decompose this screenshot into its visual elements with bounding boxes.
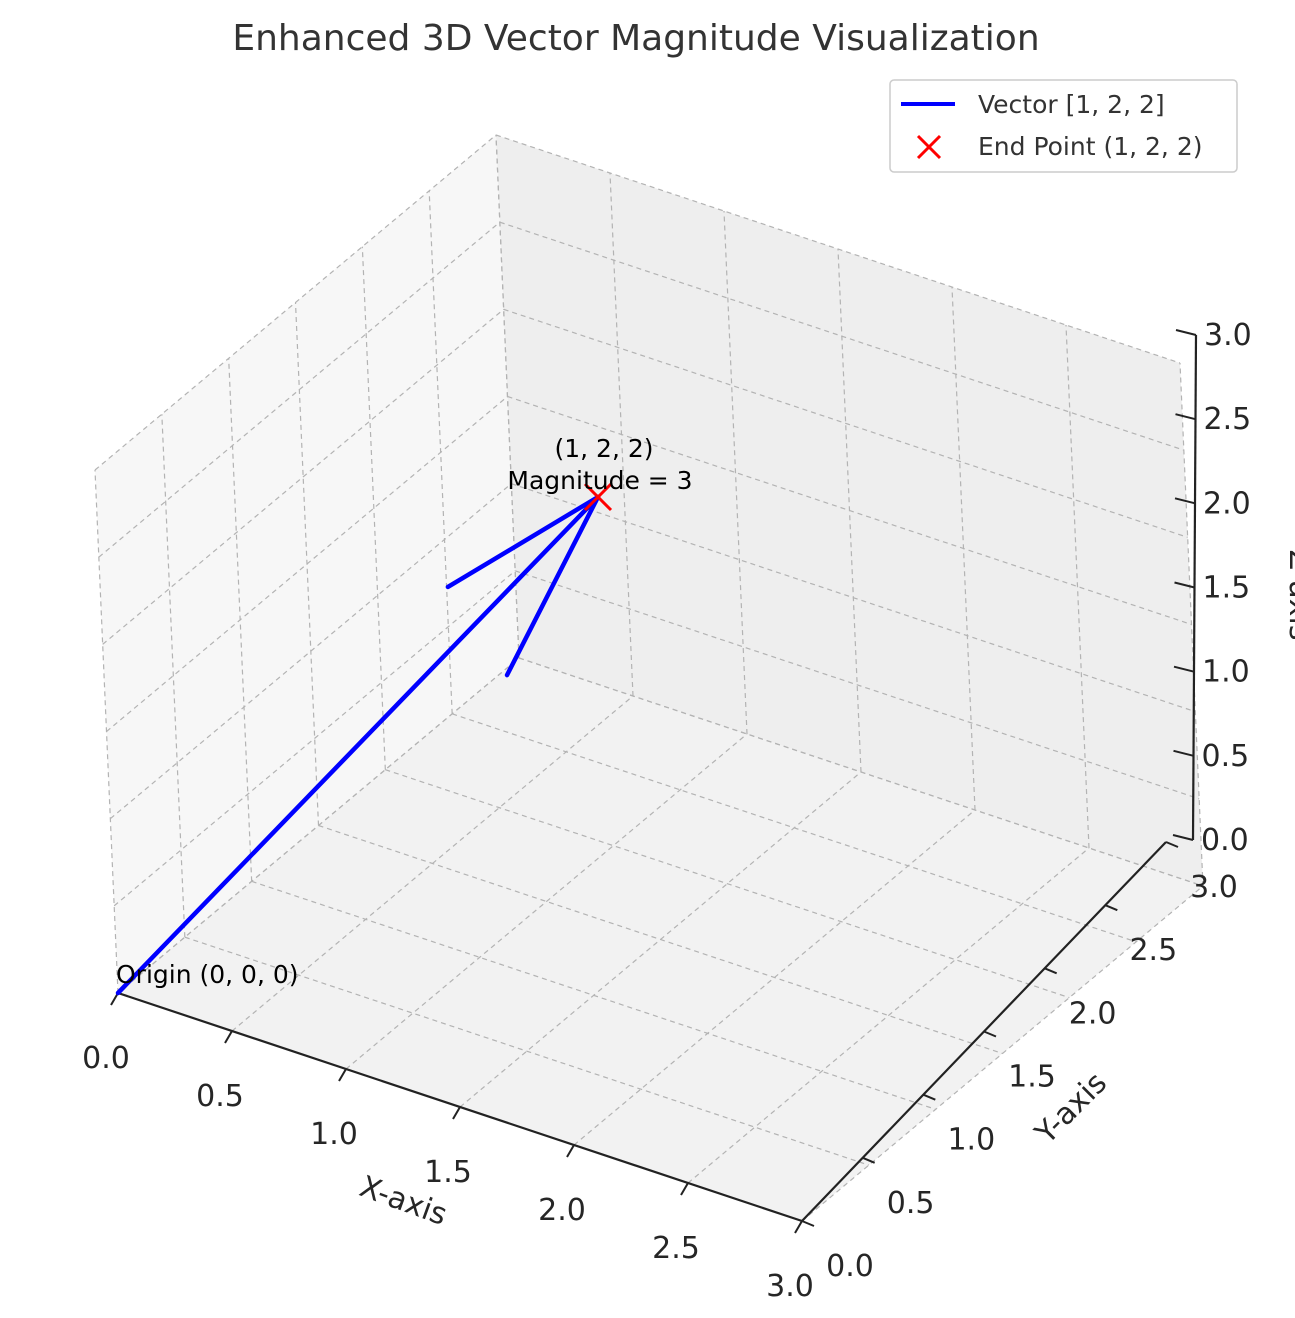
vector-arrowhead-barb-left [504,494,601,678]
floor-gridline-x [345,733,748,1070]
origin-annotation: Origin (0, 0, 0) [116,960,299,989]
z-tick-label: 0.0 [1201,823,1249,858]
y-tick-mark [1044,967,1058,975]
axis-panes [95,135,1203,1221]
back-gridline-z [514,570,1200,800]
y-tick-mark [922,1093,936,1101]
z-tick-mark [1174,497,1196,505]
magnitude-annotation: Magnitude = 3 [507,466,692,495]
z-tick-mark [1175,329,1197,336]
left-gridline-z [113,570,516,907]
legend-box [889,79,1238,173]
x-tick-mark [452,1106,461,1120]
back-gridline-x [1179,362,1204,887]
x-tick-label: 2.5 [652,1231,700,1266]
legend-entry-end-point: End Point (1, 2, 2) [978,132,1203,161]
left-gridline-y [161,414,186,938]
z-tick-mark [1175,413,1196,421]
y-tick-mark [801,1220,815,1227]
z-tick-label: 2.0 [1203,486,1251,521]
x-tick-label: 0.5 [196,1079,244,1114]
left-gridline-z [98,221,501,558]
back-gridline-z [495,134,1181,364]
axis-lines [110,329,1198,1234]
z-tick-label: 0.5 [1202,739,1250,774]
y-tick-mark [1104,904,1118,912]
left-gridline-z [102,308,505,645]
z-tick-label: 2.5 [1204,402,1252,437]
back-gridline-z [503,308,1188,538]
z-tick-mark [1172,834,1194,841]
tick-labels: 0.0 0.5 1.0 1.5 2.0 2.5 3.0 0.0 0.5 1.0 1.5 2.0 2.5 3… [82,318,1252,1304]
y-tick-label: 0.0 [826,1249,874,1284]
vector-arrowhead-barb-right [445,494,601,590]
x-tick-mark [566,1144,575,1158]
x-tick-mark [680,1182,689,1196]
z-tick-mark [1173,749,1194,757]
floor-gridline-y [184,936,870,1166]
x-tick-label: 0.0 [82,1041,130,1076]
x-tick-label: 2.0 [538,1193,586,1228]
x-tick-mark [110,992,119,1006]
y-tick-mark [983,1030,997,1038]
chart-title: Enhanced 3D Vector Magnitude Visualizati… [232,18,1039,59]
floor-gridline-y [385,769,1070,999]
back-gridline-x [1065,324,1090,849]
floor-gridline-y [451,713,1137,943]
data-marks: Origin (0, 0, 0) (1, 2, 2) Magnitude = 3 [115,434,693,996]
back-gridline-x [723,210,748,735]
z-tick-mark [1173,665,1195,673]
floor-gridline-x [801,885,1204,1222]
y-tick-label: 2.0 [1069,996,1117,1031]
x-tick-mark [794,1220,803,1234]
left-gridline-z [94,134,497,471]
x-tick-label: 1.0 [310,1117,358,1152]
legend: Vector [1, 2, 2] End Point (1, 2, 2) [889,79,1238,173]
z-tick-label: 1.0 [1202,655,1250,690]
floor-gridline-y [518,657,1204,887]
y-tick-label: 0.5 [887,1186,935,1221]
y-tick-mark [862,1156,876,1164]
left-gridline-y [495,134,520,659]
y-tick-mark [1165,841,1179,848]
y-tick-label: 2.5 [1129,933,1177,968]
back-gridline-z [499,221,1185,451]
y-tick-label: 1.5 [1008,1060,1056,1095]
end-point-annotation: (1, 2, 2) [554,434,653,463]
x-tick-mark [338,1068,347,1082]
z-axis-label: Z-axis [1282,550,1295,641]
floor-gridline-x [687,847,1090,1184]
back-gridline-z [507,395,1192,626]
vector-shaft [115,494,601,996]
x-tick-label: 1.5 [424,1155,472,1190]
legend-entry-vector: Vector [1, 2, 2] [978,90,1165,119]
z-tick-label: 1.5 [1203,571,1251,606]
floor-gridline-y [318,824,1003,1055]
y-tick-label: 1.0 [947,1123,995,1158]
z-tick-mark [1174,581,1195,589]
end-point-marker-stroke [583,482,613,512]
z-tick-label: 3.0 [1204,318,1252,353]
left-gridline-y [361,246,386,770]
legend-x-marker-swatch [916,134,942,160]
x-tick-label: 3.0 [766,1269,814,1304]
x-tick-mark [224,1030,233,1044]
y-tick-label: 3.0 [1190,870,1238,905]
